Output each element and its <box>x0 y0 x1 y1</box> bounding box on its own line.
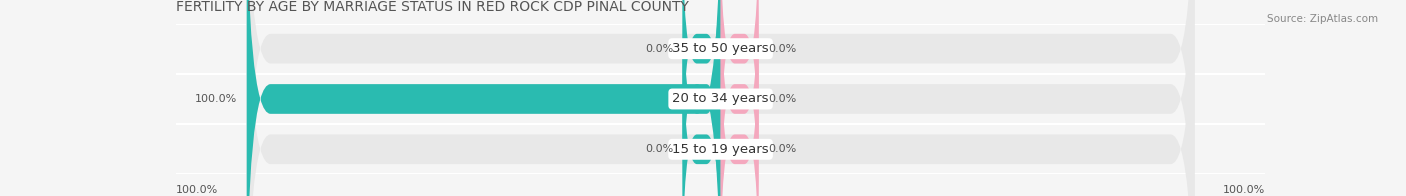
FancyBboxPatch shape <box>720 0 759 185</box>
Text: Source: ZipAtlas.com: Source: ZipAtlas.com <box>1267 14 1378 24</box>
FancyBboxPatch shape <box>246 0 1195 196</box>
Text: 0.0%: 0.0% <box>768 94 796 104</box>
FancyBboxPatch shape <box>682 0 721 185</box>
FancyBboxPatch shape <box>682 0 721 196</box>
Text: 15 to 19 years: 15 to 19 years <box>672 143 769 156</box>
FancyBboxPatch shape <box>246 0 1195 196</box>
Text: 0.0%: 0.0% <box>768 44 796 54</box>
FancyBboxPatch shape <box>720 13 759 196</box>
Text: 35 to 50 years: 35 to 50 years <box>672 42 769 55</box>
FancyBboxPatch shape <box>246 0 721 196</box>
FancyBboxPatch shape <box>682 13 721 196</box>
Text: 0.0%: 0.0% <box>645 44 673 54</box>
Text: FERTILITY BY AGE BY MARRIAGE STATUS IN RED ROCK CDP PINAL COUNTY: FERTILITY BY AGE BY MARRIAGE STATUS IN R… <box>176 0 689 15</box>
Text: 100.0%: 100.0% <box>1223 184 1265 194</box>
Text: 100.0%: 100.0% <box>176 184 218 194</box>
Text: 100.0%: 100.0% <box>195 94 238 104</box>
Text: 0.0%: 0.0% <box>768 144 796 154</box>
Text: 0.0%: 0.0% <box>645 144 673 154</box>
FancyBboxPatch shape <box>720 0 759 196</box>
FancyBboxPatch shape <box>246 0 1195 196</box>
Text: 20 to 34 years: 20 to 34 years <box>672 93 769 105</box>
